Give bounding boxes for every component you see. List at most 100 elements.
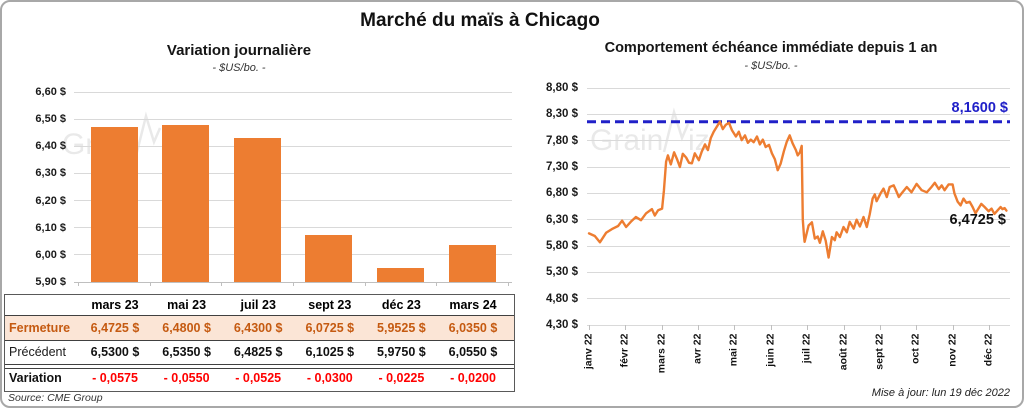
table-row-fermeture: Fermeture 6,4725 $ 6,4800 $ 6,4300 $ 6,0725 … [5, 315, 514, 341]
month-label: mars 24 [449, 298, 497, 312]
y-tick-label: 6,50 $ [35, 113, 66, 126]
gridline [74, 91, 512, 93]
x-month-label: mars 22 [655, 333, 668, 374]
gridline [74, 200, 512, 202]
x-month-label: nov 22 [946, 333, 959, 367]
gridline [587, 140, 1010, 142]
reference-line-label: 8,1600 $ [951, 100, 1008, 116]
quotes-table: mars 23 mai 23 juil 23 sept 23 déc 23 mars 24… [4, 294, 515, 392]
bar-juil-23 [233, 138, 281, 282]
y-tick-label: 6,00 $ [35, 248, 66, 261]
update-note: Mise à jour: lun 19 déc 2022 [871, 387, 1010, 399]
x-month-label: févr 22 [618, 333, 631, 368]
y-tick-label: 8,80 $ [546, 82, 578, 94]
x-month-label: juin 22 [764, 333, 777, 367]
y-tick-label: 4,80 $ [546, 292, 578, 305]
axis-tick [843, 325, 845, 330]
table-header-row: mars 23 mai 23 juil 23 sept 23 déc 23 mars 24 [5, 295, 514, 315]
axis-tick [507, 282, 509, 286]
page-title: Marché du maïs à Chicago [360, 10, 600, 31]
y-tick-label: 6,40 $ [35, 140, 66, 153]
price-line [587, 120, 1008, 259]
y-tick-label: 6,20 $ [35, 194, 66, 207]
bar-mai-23 [162, 124, 210, 282]
table-cell: 5,9750 $ [377, 345, 426, 359]
month-label: sept 23 [308, 298, 352, 312]
axis-tick [364, 282, 366, 286]
x-month-label: oct 22 [909, 333, 922, 364]
gridline [587, 271, 1010, 273]
axis-tick [221, 282, 223, 286]
month-label: juil 23 [240, 298, 276, 312]
table-row-variation: Variation - 0,0575 - 0,0550 - 0,0525 - 0,030… [5, 367, 514, 390]
line-chart-title: Comportement échéance immédiate depuis 1… [604, 40, 938, 56]
line-chart-subtitle: - $US/bo. - [744, 60, 798, 72]
gridline [74, 254, 512, 256]
axis-tick [589, 325, 590, 330]
axis-tick [78, 282, 80, 286]
bar-chart-title: Variation journalière [166, 42, 312, 59]
table-cell: - 0,0225 [378, 371, 425, 385]
axis-tick [807, 325, 809, 330]
table-cell: 6,0725 $ [305, 321, 355, 335]
y-tick-label: 8,30 $ [546, 108, 578, 121]
gridline [587, 245, 1010, 247]
y-tick-label: 6,30 $ [35, 167, 66, 180]
table-cell: 6,4300 $ [233, 321, 283, 335]
month-label: mai 23 [167, 298, 207, 312]
bar-plot-area: 6,60 $ 6,50 $ 6,40 $ 6,30 $ 6,20 $ 6,10 $ 6,00… [2, 2, 522, 294]
table-cell: - 0,0200 [450, 371, 496, 385]
y-tick-label: 6,10 $ [35, 221, 66, 234]
table-cell: 5,9525 $ [377, 321, 426, 335]
month-label: mars 23 [91, 298, 139, 312]
axis-tick [625, 325, 627, 330]
table-cell: 6,5300 $ [90, 345, 140, 359]
axis-tick [149, 282, 151, 286]
x-month-label: août 22 [837, 333, 850, 371]
table-row-precedent: Précédent 6,5300 $ 6,5350 $ 6,4825 $ 6,1025 … [5, 340, 514, 364]
table-row-label: Précédent [9, 345, 66, 359]
table-cell: 6,4725 $ [90, 321, 140, 335]
bar-mars-23 [90, 126, 138, 282]
y-tick-label: 6,80 $ [546, 187, 578, 200]
table-cell: - 0,0550 [163, 371, 210, 385]
x-month-label: avr 22 [691, 333, 704, 364]
bar-déc-23 [376, 267, 424, 282]
axis-tick [988, 325, 990, 330]
y-tick-label: 7,30 $ [546, 161, 578, 173]
gridline [587, 113, 1010, 115]
x-month-label: déc 22 [982, 333, 995, 367]
table-cell: - 0,0575 [92, 371, 138, 385]
x-month-label: janv 22 [582, 333, 595, 370]
table-cell: 6,1025 $ [305, 345, 355, 359]
row-separator-double [5, 364, 514, 369]
gridline [74, 118, 512, 120]
gridline [587, 192, 1010, 194]
x-month-label: juil 22 [800, 333, 813, 364]
price-line-svg [587, 120, 1010, 259]
x-month-label: mai 22 [727, 333, 740, 367]
axis-tick [952, 325, 954, 330]
gridline [74, 227, 512, 229]
table-cell: 6,5350 $ [162, 345, 211, 359]
table-cell: 6,0350 $ [448, 321, 498, 335]
axis-tick [879, 325, 881, 330]
bar-sept-23 [305, 235, 353, 282]
gridline [74, 145, 512, 147]
last-value-label: 6,4725 $ [949, 212, 1006, 228]
y-tick-label: 6,30 $ [546, 213, 578, 226]
gridline [587, 166, 1010, 168]
axis-tick [436, 282, 438, 286]
gridline [587, 324, 1010, 326]
table-cell: - 0,0300 [306, 371, 353, 385]
x-month-label: sept 22 [873, 333, 886, 370]
y-tick-label: 7,80 $ [546, 134, 578, 147]
axis-tick [698, 325, 700, 330]
axis-tick [916, 325, 918, 330]
y-tick-label: 5,30 $ [546, 266, 578, 279]
table-cell: 6,0550 $ [448, 345, 498, 359]
y-tick-label: 5,80 $ [546, 240, 578, 252]
y-tick-label: 4,30 $ [546, 319, 578, 331]
